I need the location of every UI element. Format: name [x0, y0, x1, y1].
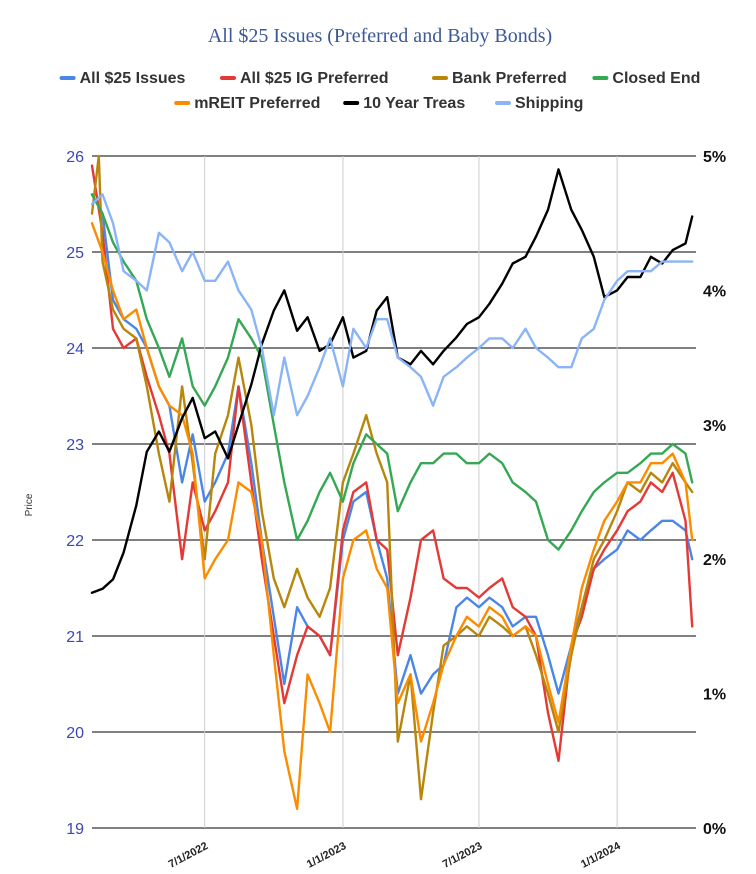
x-tick-label: 1/1/2024 — [579, 840, 623, 871]
y-tick-left-label: 24 — [66, 341, 84, 358]
y-tick-left-label: 26 — [66, 149, 84, 166]
legend-label: All $25 Issues — [80, 70, 186, 87]
y-tick-right-label: 2% — [703, 552, 726, 569]
y-tick-left-label: 21 — [66, 629, 84, 646]
y-axis-label: Price — [24, 493, 35, 516]
x-axis: 7/1/2022 1/1/2023 7/1/2023 1/1/2024 — [167, 840, 624, 871]
series-layer — [90, 154, 694, 810]
series-line — [90, 154, 694, 801]
y-tick-right-label: 0% — [703, 821, 726, 838]
y-tick-left-label: 20 — [66, 725, 84, 742]
y-tick-left-label: 23 — [66, 437, 84, 454]
y-tick-left-label: 19 — [66, 821, 84, 838]
y-tick-right-label: 4% — [703, 283, 726, 300]
legend-label: mREIT Preferred — [194, 95, 320, 112]
series-line — [90, 221, 694, 810]
legend-item[interactable]: mREIT Preferred — [174, 95, 320, 112]
x-tick-label: 7/1/2023 — [441, 840, 484, 871]
legend-label: Closed End — [612, 70, 700, 87]
y-tick-right-label: 3% — [703, 418, 726, 435]
y-tick-right-label: 1% — [703, 687, 726, 704]
legend-item[interactable]: All $25 Issues — [59, 70, 186, 87]
legend-label: Shipping — [515, 95, 583, 112]
legend-label: All $25 IG Preferred — [240, 70, 389, 87]
legend: All $25 Issues All $25 IG Preferred Bank P… — [59, 70, 700, 112]
y-axis-left: 19 20 21 22 23 24 25 26 — [66, 149, 84, 838]
series-line — [90, 164, 694, 762]
vertical-gridlines — [204, 156, 618, 828]
legend-label: Bank Preferred — [452, 70, 567, 87]
chart-title: All $25 Issues (Preferred and Baby Bonds… — [208, 25, 552, 47]
y-tick-left-label: 22 — [66, 533, 84, 550]
legend-item[interactable]: Shipping — [495, 95, 583, 112]
legend-item[interactable]: All $25 IG Preferred — [220, 70, 389, 87]
series-line — [90, 193, 694, 417]
y-tick-left-label: 25 — [66, 245, 84, 262]
series-line — [90, 168, 694, 594]
legend-item[interactable]: Bank Preferred — [432, 70, 567, 87]
series-line — [90, 193, 694, 551]
legend-label: 10 Year Treas — [363, 95, 465, 112]
y-tick-right-label: 5% — [703, 149, 726, 166]
x-tick-label: 1/1/2023 — [305, 840, 348, 871]
legend-item[interactable]: 10 Year Treas — [343, 95, 465, 112]
legend-item[interactable]: Closed End — [592, 70, 700, 87]
x-tick-label: 7/1/2022 — [167, 840, 210, 871]
y-axis-right: 0% 1% 2% 3% 4% 5% — [703, 149, 726, 838]
